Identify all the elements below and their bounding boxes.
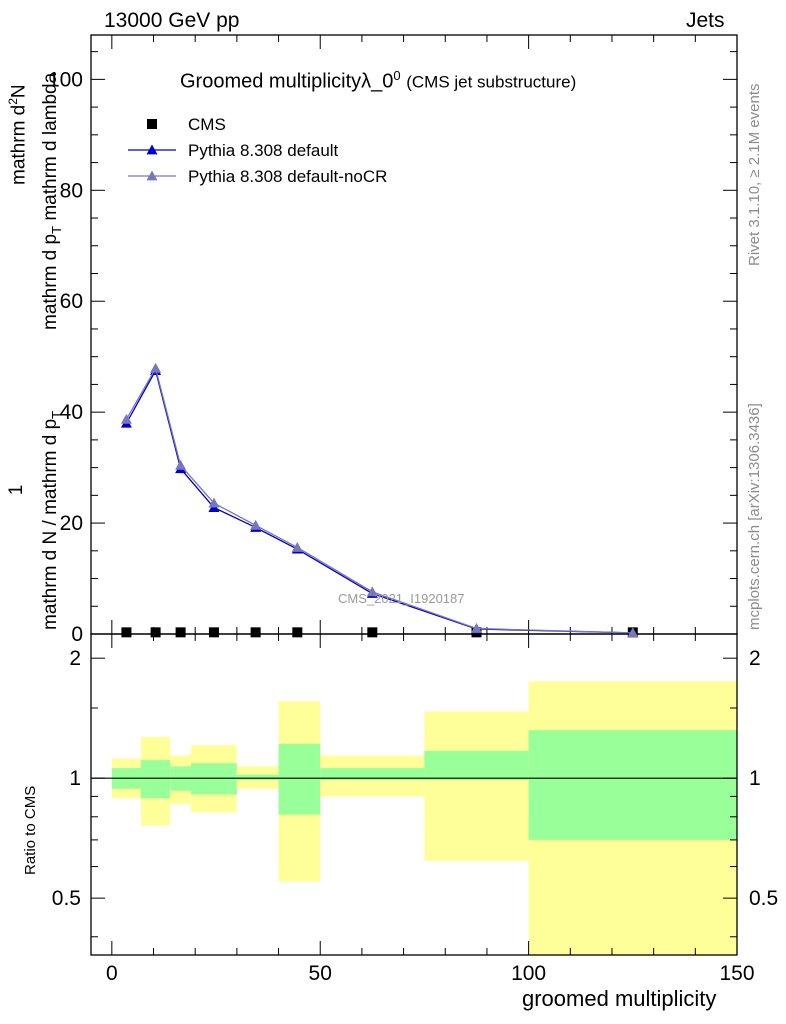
y-label-frac-den: mathrm d N / mathrm d pT bbox=[40, 410, 64, 630]
legend-marker bbox=[146, 170, 158, 181]
cms-data-point bbox=[250, 627, 261, 638]
y-tick-label: 0 bbox=[71, 623, 83, 646]
legend-label: Pythia 8.308 default-noCR bbox=[188, 167, 387, 186]
legend-marker bbox=[146, 144, 158, 155]
cms-data-point bbox=[208, 627, 219, 638]
y-tick-label: 20 bbox=[60, 512, 83, 535]
main-frame bbox=[90, 34, 738, 635]
header-left: 13000 GeV pp bbox=[104, 9, 240, 32]
legend-label: Pythia 8.308 default bbox=[188, 141, 339, 160]
legend: CMS Pythia 8.308 default Pythia 8.308 defa… bbox=[128, 115, 387, 186]
y-label-main-den: mathrm d pT mathrm d lambda bbox=[40, 72, 64, 330]
rivet-label: Rivet 3.1.10, ≥ 2.1M events bbox=[746, 83, 763, 267]
chart-title-main: Groomed multiplicityλ_0 bbox=[180, 70, 394, 93]
ratio-stat-band bbox=[191, 763, 237, 795]
series-point bbox=[627, 627, 639, 638]
y-axis-label: 1 mathrm d N / mathrm d pT mathrm d2N ma… bbox=[0, 30, 75, 630]
cms-data-point bbox=[121, 627, 132, 638]
ratio-y-tick-label-right: 1 bbox=[749, 767, 761, 790]
x-tick-label: 100 bbox=[511, 962, 546, 985]
ratio-stat-band bbox=[278, 743, 321, 815]
x-tick-label: 50 bbox=[309, 962, 332, 985]
series-point bbox=[120, 413, 132, 424]
ratio-stat-band bbox=[424, 750, 529, 780]
series-point bbox=[175, 459, 187, 470]
cms-data-point bbox=[292, 627, 303, 638]
series-point bbox=[366, 586, 378, 597]
ratio-stat-band bbox=[236, 774, 279, 780]
ratio-stat-band bbox=[528, 730, 737, 840]
legend-marker-cms bbox=[147, 119, 157, 129]
ratio-y-axis-label: Ratio to CMS bbox=[22, 785, 39, 875]
cms-data-point bbox=[175, 627, 186, 638]
y-label-frac-num: 1 bbox=[6, 484, 27, 496]
x-tick-label: 150 bbox=[719, 962, 754, 985]
ratio-y-tick-label-right: 2 bbox=[749, 647, 761, 670]
ratio-y-tick-label-left: 2 bbox=[69, 647, 81, 670]
y-tick-label: 100 bbox=[48, 68, 83, 91]
chart-title-sup: 0 bbox=[393, 68, 401, 83]
ratio-y-tick-label-right: 0.5 bbox=[749, 887, 778, 910]
ratio-stat-band bbox=[141, 760, 171, 799]
chart-title-suffix: (CMS jet substructure) bbox=[406, 72, 577, 92]
main-series bbox=[120, 362, 639, 638]
cms-data-point bbox=[367, 627, 378, 638]
main-axes: 0 20 40 60 80 100 bbox=[48, 34, 738, 648]
series-point bbox=[291, 541, 303, 552]
ratio-total-band bbox=[424, 711, 529, 861]
series-point bbox=[150, 362, 162, 373]
y-label-main-num: mathrm d2N bbox=[6, 84, 30, 185]
ratio-stat-band bbox=[320, 768, 425, 780]
cms-data-point bbox=[150, 627, 161, 638]
series-point bbox=[471, 622, 483, 633]
y-tick-label: 60 bbox=[60, 290, 83, 313]
ratio-y-tick-label-left: 1 bbox=[69, 767, 81, 790]
x-tick-label: 0 bbox=[106, 962, 118, 985]
series-point bbox=[208, 497, 220, 508]
mcplots-label: mcplots.cern.ch [arXiv:1306.3436] bbox=[746, 403, 763, 630]
watermark: CMS_2021_I1920187 bbox=[338, 591, 465, 606]
series-2 bbox=[120, 362, 639, 638]
series-0 bbox=[121, 627, 638, 638]
y-tick-label: 40 bbox=[60, 401, 83, 424]
series-point bbox=[250, 519, 262, 530]
ratio-uncertainty-bands bbox=[111, 681, 737, 955]
legend-label: CMS bbox=[188, 115, 226, 134]
x-axis-label: groomed multiplicity bbox=[522, 986, 717, 1011]
chart-title: Groomed multiplicityλ_00 (CMS jet substr… bbox=[180, 68, 576, 94]
ratio-y-tick-label-left: 0.5 bbox=[52, 887, 81, 910]
y-tick-label: 80 bbox=[60, 179, 83, 202]
header-right: Jets bbox=[686, 9, 725, 32]
